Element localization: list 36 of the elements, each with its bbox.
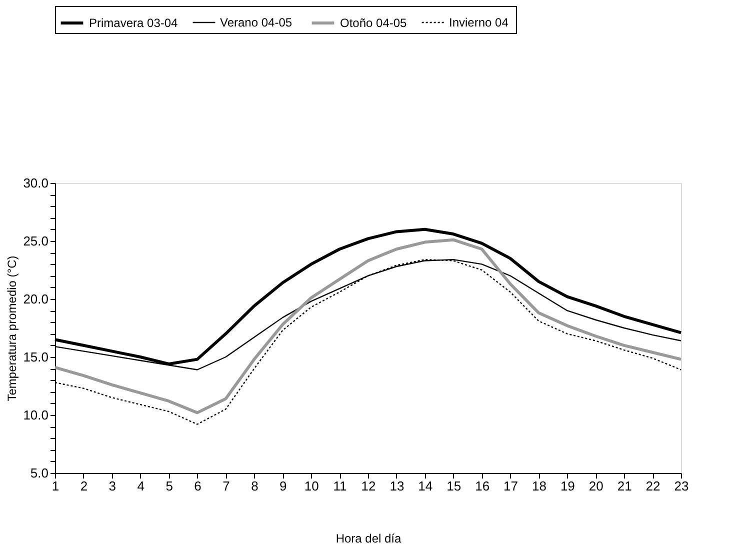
x-tick-label: 13	[390, 478, 404, 494]
x-tick-label: 6	[194, 478, 202, 494]
line-series	[54, 238, 682, 414]
x-tick-label: 17	[504, 478, 518, 494]
y-tick-label: 20.0	[23, 292, 48, 306]
x-tick-label: 2	[80, 478, 88, 494]
x-axis-title: Hora del día	[336, 532, 402, 546]
legend-label: Otoño 04-05	[340, 16, 408, 30]
x-tick-label: 21	[617, 478, 632, 494]
x-tick-label: 19	[560, 478, 575, 494]
legend-label: Invierno 04	[449, 16, 509, 30]
x-tick-label: 22	[646, 478, 660, 494]
x-tick-label: 10	[304, 478, 319, 494]
y-tick-label: 25.0	[23, 234, 48, 248]
x-tick-label: 18	[532, 478, 546, 494]
x-tick-label: 11	[333, 478, 347, 494]
x-tick-label: 16	[475, 478, 490, 494]
y-tick-label: 15.0	[23, 350, 48, 364]
x-tick-label: 14	[418, 478, 433, 494]
y-tick-label: 5.0	[30, 466, 48, 480]
x-tick-label: 7	[222, 478, 230, 494]
y-axis-title: Temperatura promedio (°C)	[5, 256, 20, 402]
x-tick-label: 15	[446, 478, 462, 494]
x-tick-label: 12	[361, 478, 376, 494]
x-tick-label: 20	[588, 478, 604, 494]
legend-label: Verano 04-05	[220, 16, 292, 30]
x-tick-label: 9	[280, 478, 287, 494]
x-tick-label: 8	[251, 478, 258, 494]
y-tick-label: 10.0	[23, 408, 48, 422]
x-tick-label: 1	[52, 478, 60, 494]
y-tick-label: 30.0	[23, 176, 48, 190]
x-tick-label: 23	[674, 478, 689, 494]
x-tick-label: 4	[137, 478, 144, 494]
x-tick-label: 5	[166, 478, 173, 494]
x-tick-label: 3	[108, 478, 116, 494]
legend-label: Primavera 03-04	[89, 16, 178, 30]
